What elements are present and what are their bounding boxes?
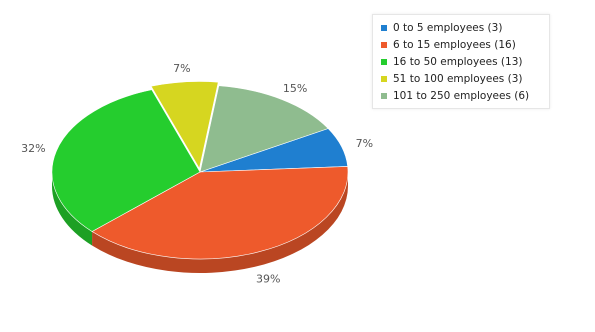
legend-swatch-1 (381, 41, 387, 48)
legend-item-1: 6 to 15 employees (16) (381, 36, 543, 53)
pie-slices (51, 81, 349, 274)
pie-slice-4 (199, 85, 329, 173)
percent-labels: 7% 39% 32% 7% 15% (21, 62, 373, 286)
slice-side-2 (52, 172, 93, 246)
legend-item-3: 51 to 100 employees (3) (381, 70, 543, 87)
legend-swatch-0 (381, 24, 387, 31)
legend: 0 to 5 employees (3) 6 to 15 employees (1… (372, 14, 550, 109)
pie-slice-2 (51, 89, 201, 232)
legend-label-2: 16 to 50 employees (13) (393, 55, 523, 68)
legend-item-0: 0 to 5 employees (3) (381, 19, 543, 36)
legend-swatch-3 (381, 75, 387, 82)
pie-slice-1 (91, 166, 349, 260)
legend-item-4: 101 to 250 employees (6) (381, 87, 543, 104)
legend-label-3: 51 to 100 employees (3) (393, 72, 523, 85)
legend-label-1: 6 to 15 employees (16) (393, 38, 516, 51)
slice-side-1 (92, 172, 348, 274)
legend-swatch-2 (381, 58, 387, 65)
pie-slice-3 (150, 81, 219, 170)
legend-label-0: 0 to 5 employees (3) (393, 21, 503, 34)
percent-label-2: 32% (21, 142, 45, 155)
legend-item-2: 16 to 50 employees (13) (381, 53, 543, 70)
legend-label-4: 101 to 250 employees (6) (393, 89, 530, 102)
legend-swatch-4 (381, 92, 387, 99)
percent-label-0: 7% (356, 137, 373, 150)
percent-label-4: 15% (283, 82, 307, 95)
percent-label-1: 39% (256, 273, 280, 286)
percent-label-3: 7% (173, 62, 190, 75)
